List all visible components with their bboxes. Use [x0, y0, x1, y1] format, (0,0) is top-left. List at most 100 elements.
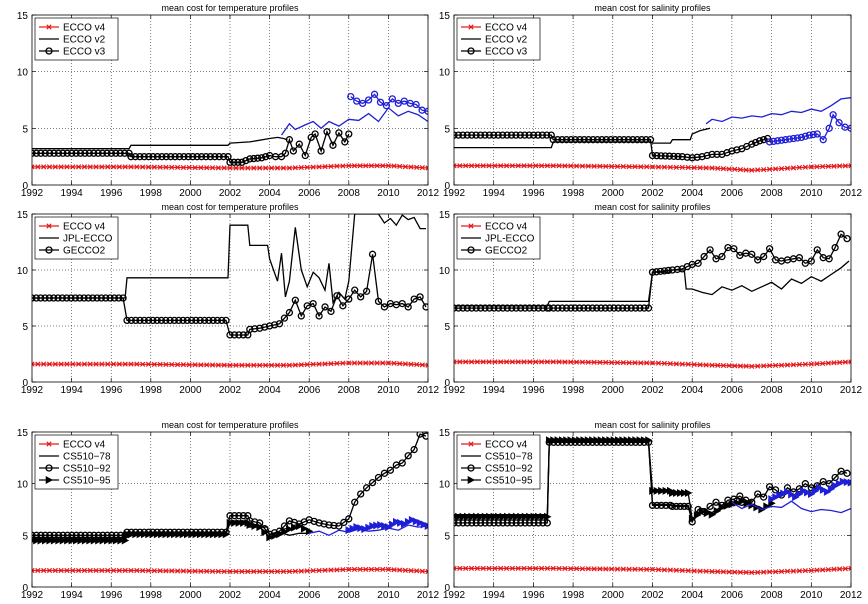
series-unlabeled-5-point — [424, 522, 428, 531]
series-cs510-95-point — [95, 536, 103, 545]
series-ecco-v4-point — [134, 361, 140, 367]
series-ecco-v4-point — [46, 361, 53, 367]
x-tick-label: 2006 — [721, 590, 744, 601]
series-ecco-v4-point — [790, 362, 797, 368]
series-cs510-95-point — [296, 522, 304, 531]
series-ecco-v3-point — [37, 149, 45, 157]
series-ecco-v4-point — [215, 362, 221, 368]
series-gecco2-point — [275, 320, 284, 328]
series-gecco2-point — [477, 304, 485, 312]
series-gecco2-point — [652, 268, 661, 276]
series-ecco-v4-point — [796, 568, 803, 574]
series-gecco2-point — [730, 245, 738, 253]
x-tick-label: 1994 — [483, 385, 506, 396]
series-ecco-v4-point — [402, 164, 408, 170]
series-cs510-92-point — [672, 502, 680, 511]
series-unlabeled-4-line — [309, 524, 428, 537]
series-cs510-92-point — [512, 519, 520, 527]
series-unlabeled-5-point — [796, 489, 804, 499]
series-ecco-v4-point — [233, 362, 239, 368]
panel-6: 1992 1994 1996 1998 2000 2002 2004 2006 2008 2010… — [439, 420, 863, 601]
series-ecco-v4-point — [837, 163, 843, 169]
series-unlabeled-3-point — [819, 136, 827, 144]
series-gecco2-point — [631, 304, 640, 312]
series-ecco-v4-point — [515, 359, 521, 365]
series-ecco-v4-point — [562, 163, 568, 169]
series-ecco-v4-point — [221, 165, 227, 171]
series-ecco-v4-point — [52, 361, 58, 367]
series-cs510-95-point — [571, 436, 580, 445]
series-ecco-v4-point — [64, 567, 70, 574]
series-ecco-v3-point — [140, 153, 148, 161]
series-cs510-92-point — [831, 473, 839, 482]
x-tick-label: 2012 — [840, 590, 863, 601]
series-gecco2-point — [606, 304, 614, 312]
series-gecco2-point — [205, 316, 213, 325]
series-ecco-v4-point — [766, 166, 773, 172]
series-cs510-95-point — [545, 436, 554, 445]
y-tick-label: 5 — [444, 322, 450, 333]
series-ecco-v4-point — [374, 566, 380, 573]
series-ecco-v4-point — [457, 565, 463, 572]
series-ecco-v4-point — [180, 164, 187, 171]
series-cs510-92-point — [801, 480, 809, 488]
series-cs510-95-point — [708, 510, 717, 519]
series-ecco-v4-point — [419, 362, 425, 368]
x-tick-label: 2002 — [641, 385, 664, 396]
series-ecco-v3-point — [131, 153, 140, 161]
series-ecco-v4-point — [761, 569, 767, 575]
series-ecco-v4-point — [743, 363, 749, 369]
series-ecco-v3-point — [525, 131, 533, 139]
series-cs510-92-point — [653, 501, 661, 510]
series-ecco-v4-point — [174, 568, 181, 574]
series-ecco-v4-point — [93, 164, 99, 170]
series-ecco-v4-point — [644, 164, 650, 170]
series-ecco-v4-point — [192, 568, 198, 574]
series-cs510-95-point — [145, 530, 153, 539]
x-tick-label: 2012 — [417, 385, 440, 396]
legend-label: CS510−95 — [485, 476, 533, 487]
series-ecco-v4-point — [186, 164, 192, 171]
series-cs510-95-point — [567, 436, 575, 445]
series-ecco-v4-point — [346, 360, 352, 366]
series-ecco-v4-point — [474, 565, 480, 572]
series-cs510-92-point — [676, 502, 684, 511]
series-ecco-v4-point — [157, 568, 163, 574]
axes-frame — [31, 431, 429, 588]
series-ecco-v4-point — [831, 566, 837, 572]
series-ecco-v4-point — [726, 166, 732, 172]
series-ecco-v4-point — [533, 565, 539, 572]
series-cs510-95-point — [593, 436, 601, 445]
series-cs510-95-point — [59, 536, 68, 545]
series-ecco-v3-point — [98, 149, 107, 157]
chart-title: mean cost for temperature profiles — [161, 202, 299, 212]
series-ecco-v4-point — [468, 359, 475, 365]
series-ecco-v4-point — [64, 361, 70, 367]
series-ecco-v4-point — [825, 360, 831, 366]
legend-marker — [46, 223, 52, 229]
series-ecco-v3-point — [153, 153, 162, 161]
series-gecco2-point — [213, 316, 222, 325]
series-cs510-92-point — [454, 519, 463, 527]
series-cs510-92-point — [771, 486, 780, 494]
series-ecco-v4-point — [825, 566, 831, 573]
series-gecco2-point — [123, 316, 131, 325]
series-ecco-v4-point — [192, 362, 198, 368]
series-ecco-v4-point — [521, 565, 527, 572]
series-gecco2-point — [333, 292, 341, 300]
series-ecco-v3-point — [688, 154, 696, 162]
series-gecco2-point — [97, 294, 106, 302]
series-ecco-v4-point — [419, 568, 425, 574]
series-ecco-v4-point — [363, 163, 369, 169]
plot-series-group — [454, 436, 851, 576]
series-ecco-v3-point — [752, 138, 760, 147]
series-gecco2-point — [765, 245, 774, 253]
y-tick-label: 15 — [17, 11, 29, 22]
series-ecco-v4-point — [673, 164, 679, 170]
series-ecco-v3-point — [261, 153, 270, 161]
series-ecco-v4-point — [157, 164, 163, 170]
series-unlabeled-5-point — [408, 515, 417, 524]
series-ecco-v4-point — [52, 164, 58, 170]
series-cs510-95-point — [73, 536, 81, 545]
